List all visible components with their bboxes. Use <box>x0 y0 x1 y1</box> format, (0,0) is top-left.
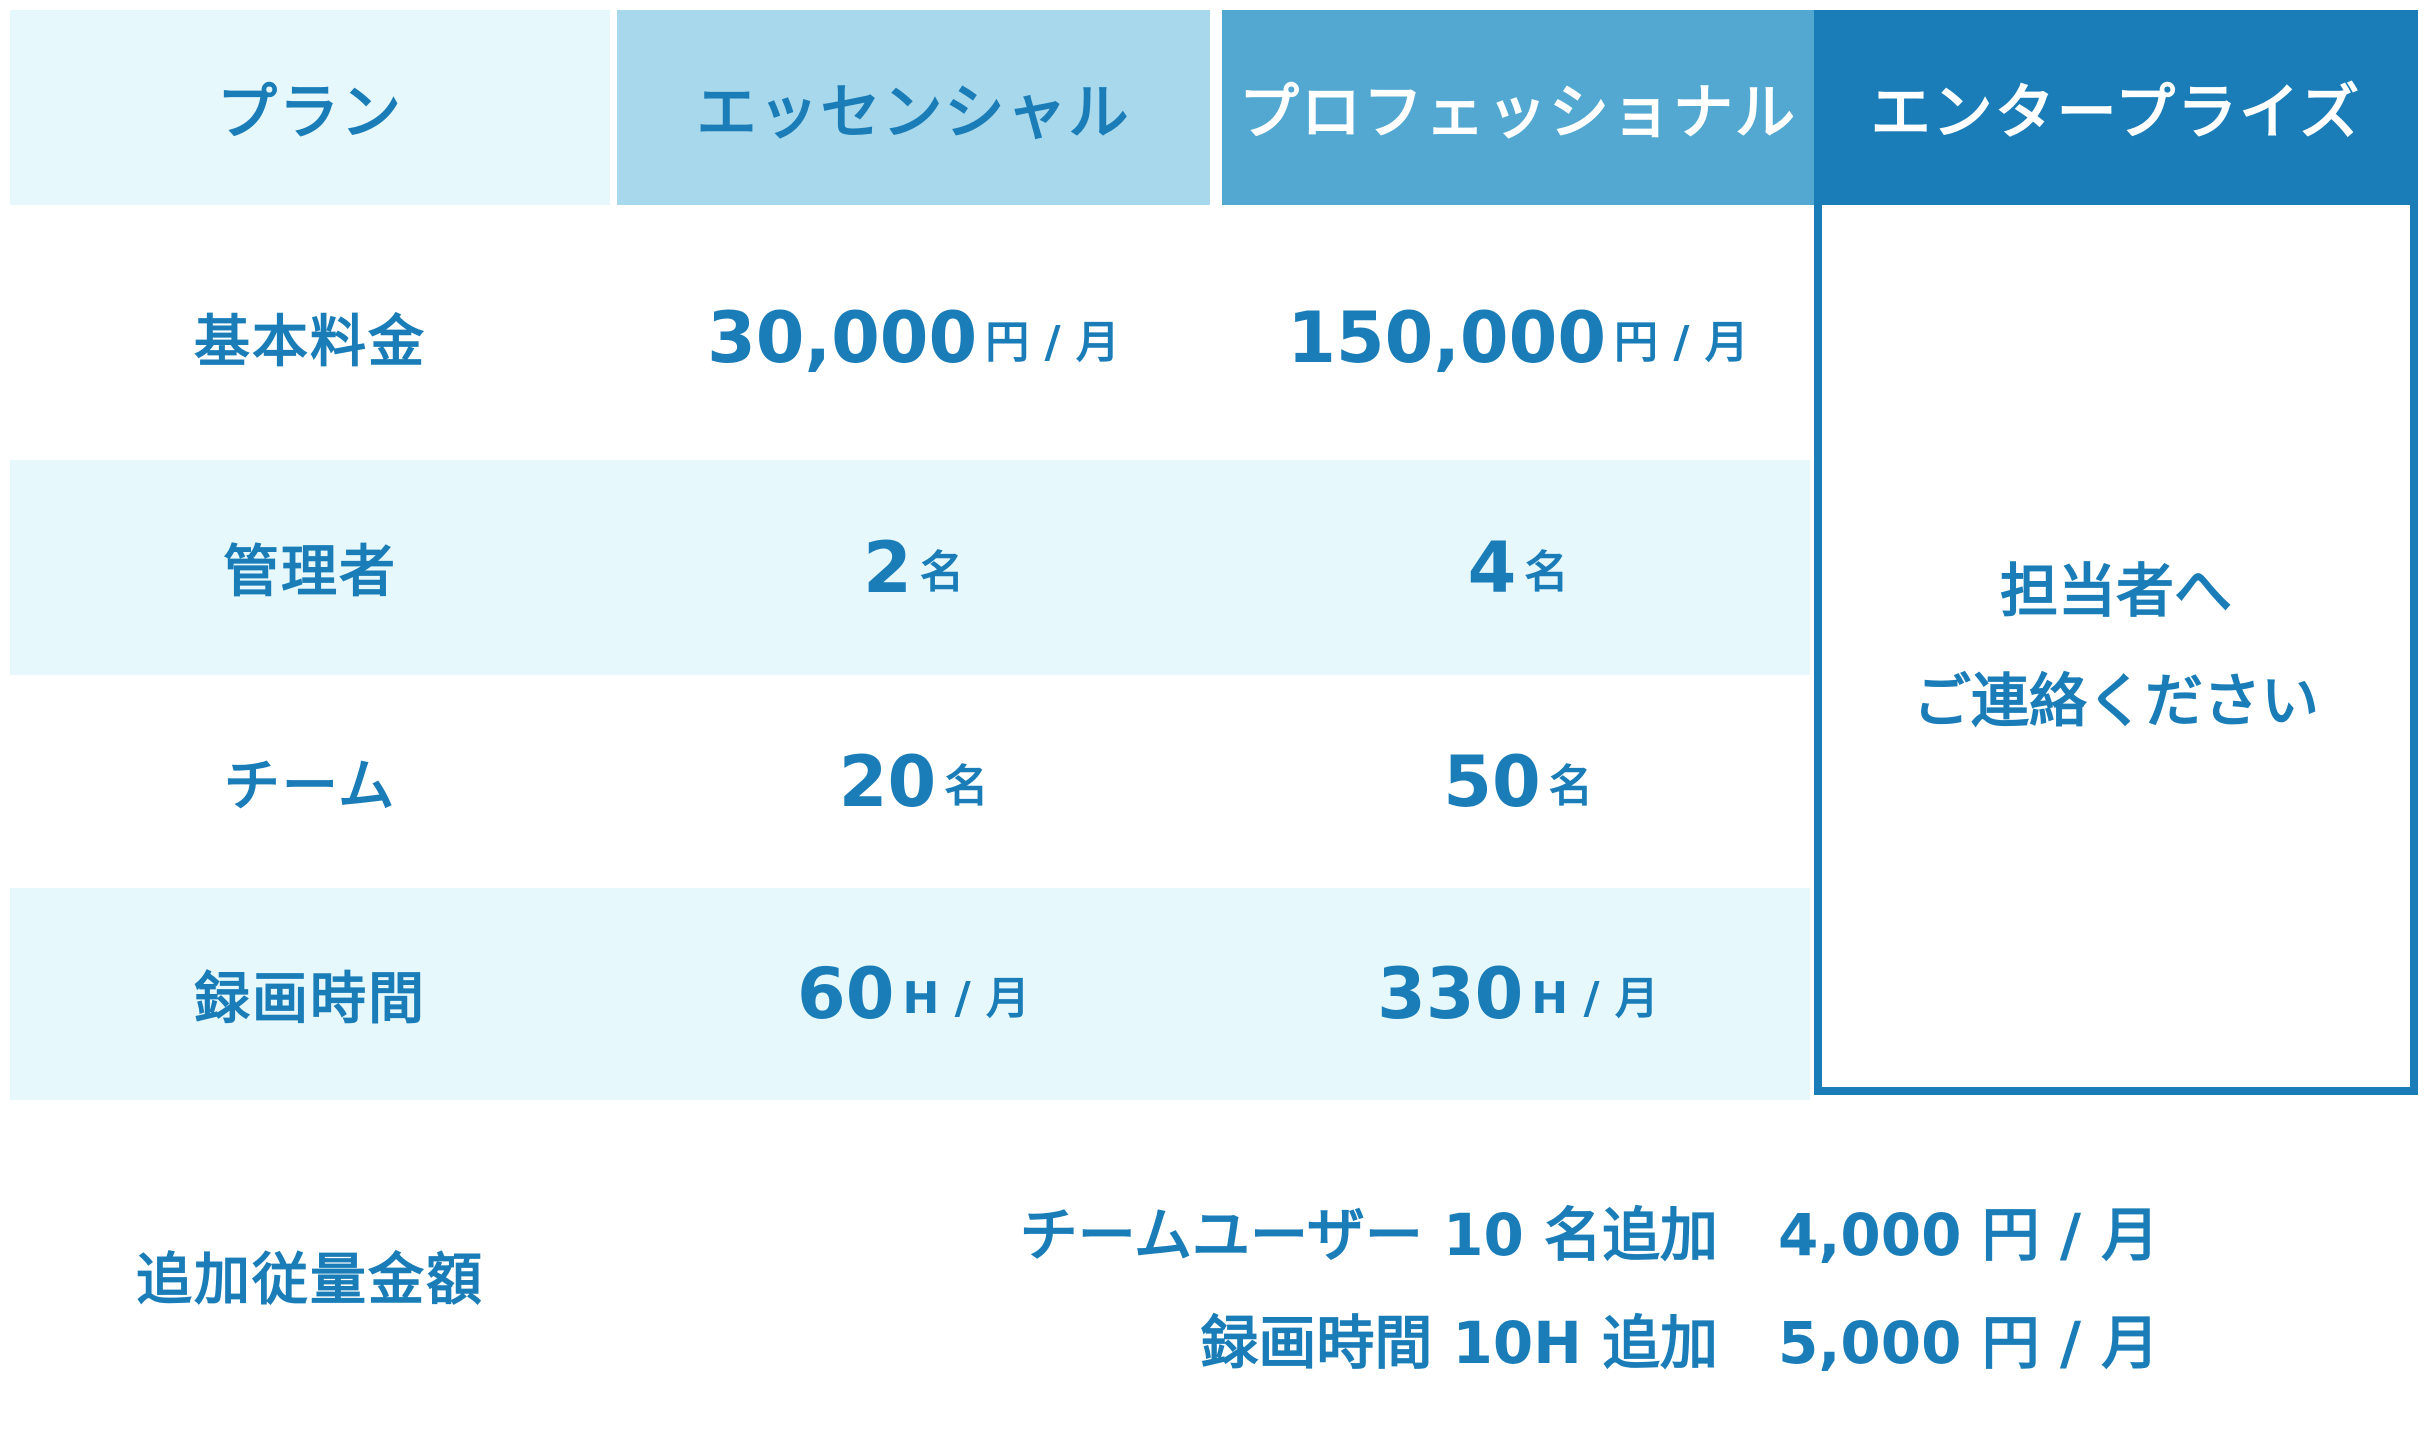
value: 150,000 <box>1287 296 1607 379</box>
unit: 円 / 月 <box>985 316 1120 368</box>
row-band-admins <box>10 460 1810 675</box>
essential-recording: 60 H / 月 <box>617 888 1210 1100</box>
essential-admins: 2 名 <box>617 460 1210 675</box>
unit: 名 <box>919 546 964 598</box>
value: 2 <box>863 526 912 609</box>
row-label-text: 録画時間 <box>194 966 426 1032</box>
professional-base-fee: 150,000 円 / 月 <box>1222 230 1814 445</box>
value: 30,000 <box>707 296 978 379</box>
row-band-recording <box>10 888 1810 1100</box>
essential-team: 20 名 <box>617 675 1210 888</box>
value: 330 <box>1377 953 1524 1035</box>
header-essential-cell: エッセンシャル <box>617 10 1210 205</box>
value: 60 <box>797 953 895 1035</box>
header-plan-label: プラン <box>217 78 403 148</box>
header-plan-cell: プラン <box>10 10 610 205</box>
professional-recording: 330 H / 月 <box>1222 888 1814 1100</box>
extras-label-cell: 追加従量金額 <box>10 1150 610 1400</box>
row-label-team: チーム <box>10 675 610 888</box>
header-enterprise-label: エンタープライズ <box>1870 78 2362 148</box>
unit: 名 <box>944 760 989 812</box>
professional-team: 50 名 <box>1222 675 1814 888</box>
professional-admins: 4 名 <box>1222 460 1814 675</box>
enterprise-contact-line1: 担当者へ <box>1999 557 2232 625</box>
row-label-recording: 録画時間 <box>10 888 610 1100</box>
unit: 名 <box>1524 546 1569 598</box>
header-enterprise-cell: エンタープライズ <box>1814 10 2418 205</box>
enterprise-contact-box: 担当者へ ご連絡ください <box>1814 205 2418 1095</box>
unit: 円 / 月 <box>1614 316 1749 368</box>
enterprise-contact-line2: ご連絡ください <box>1912 667 2319 735</box>
extra-item-recording-name: 録画時間 10H 追加 <box>1200 1309 1718 1377</box>
value: 50 <box>1443 740 1541 823</box>
row-label-text: 基本料金 <box>194 310 426 375</box>
row-label-text: 管理者 <box>223 540 397 605</box>
row-label-admins: 管理者 <box>10 460 610 675</box>
value: 4 <box>1467 526 1517 609</box>
header-essential-label: エッセンシャル <box>696 78 1131 148</box>
extra-item-team-price: 4,000 円 / 月 <box>1778 1201 2160 1269</box>
row-label-text: チーム <box>223 754 397 819</box>
header-professional-label: プロフェッショナル <box>1239 78 1797 148</box>
extra-item-recording-price: 5,000 円 / 月 <box>1778 1309 2160 1377</box>
unit: H / 月 <box>1531 973 1659 1024</box>
extras-label: 追加従量金額 <box>136 1247 484 1313</box>
row-label-base-fee: 基本料金 <box>10 230 610 445</box>
extra-item-team-name: チームユーザー 10 名追加 <box>1019 1201 1718 1269</box>
unit: H / 月 <box>902 973 1030 1024</box>
header-professional-cell: プロフェッショナル <box>1222 10 1814 205</box>
unit: 名 <box>1548 760 1593 812</box>
value: 20 <box>838 740 937 823</box>
essential-base-fee: 30,000 円 / 月 <box>617 230 1210 445</box>
